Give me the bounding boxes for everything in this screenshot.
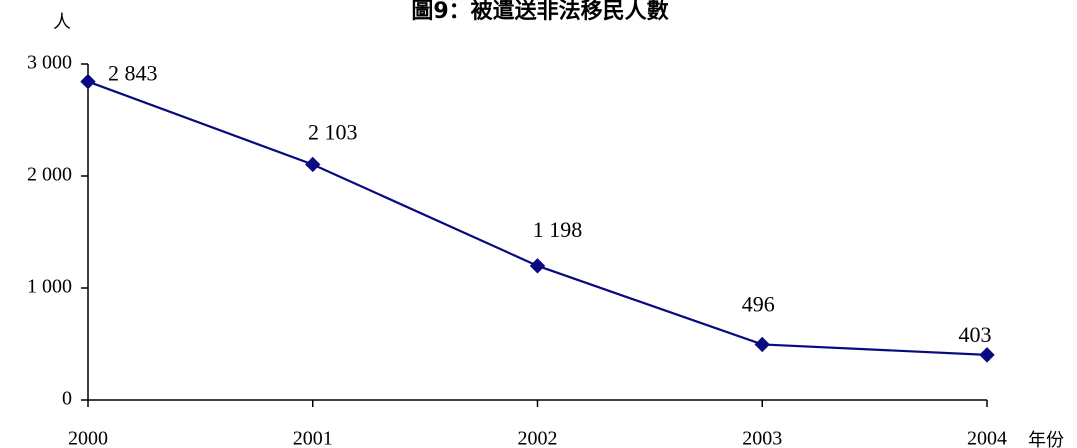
- data-point-marker: [80, 73, 96, 90]
- data-label: 403: [959, 322, 992, 347]
- data-point-marker: [305, 156, 321, 173]
- data-label: 2 843: [108, 61, 158, 86]
- x-tick-label: 2002: [518, 428, 558, 448]
- data-label: 496: [742, 291, 775, 316]
- x-tick-label: 2003: [742, 428, 782, 448]
- y-axis-unit-label: 人: [53, 12, 71, 33]
- data-point-marker: [979, 347, 995, 363]
- chart-title: 圖9：被遣送非法移民人數: [411, 0, 668, 24]
- y-tick-label: 0: [62, 388, 72, 410]
- x-tick-label: 2000: [68, 428, 108, 448]
- data-point-marker: [529, 258, 546, 274]
- x-tick-label: 2004: [967, 428, 1007, 448]
- data-point-marker: [754, 336, 770, 353]
- y-tick-label: 1 000: [27, 276, 72, 298]
- x-axis-unit-label: 年份: [1028, 430, 1064, 448]
- y-axis-ticks: 0 1 000 2 000 3 000: [27, 52, 88, 410]
- data-label: 2 103: [308, 120, 358, 145]
- y-tick-label: 2 000: [27, 164, 72, 186]
- series-group: 2 843 2 103 1 198 496 403: [80, 61, 995, 363]
- data-label: 1 198: [533, 217, 583, 242]
- x-axis-ticks: 2000 2001 2002 2003 2004: [68, 400, 1007, 448]
- x-tick-label: 2001: [293, 428, 333, 448]
- y-tick-label: 3 000: [27, 52, 72, 74]
